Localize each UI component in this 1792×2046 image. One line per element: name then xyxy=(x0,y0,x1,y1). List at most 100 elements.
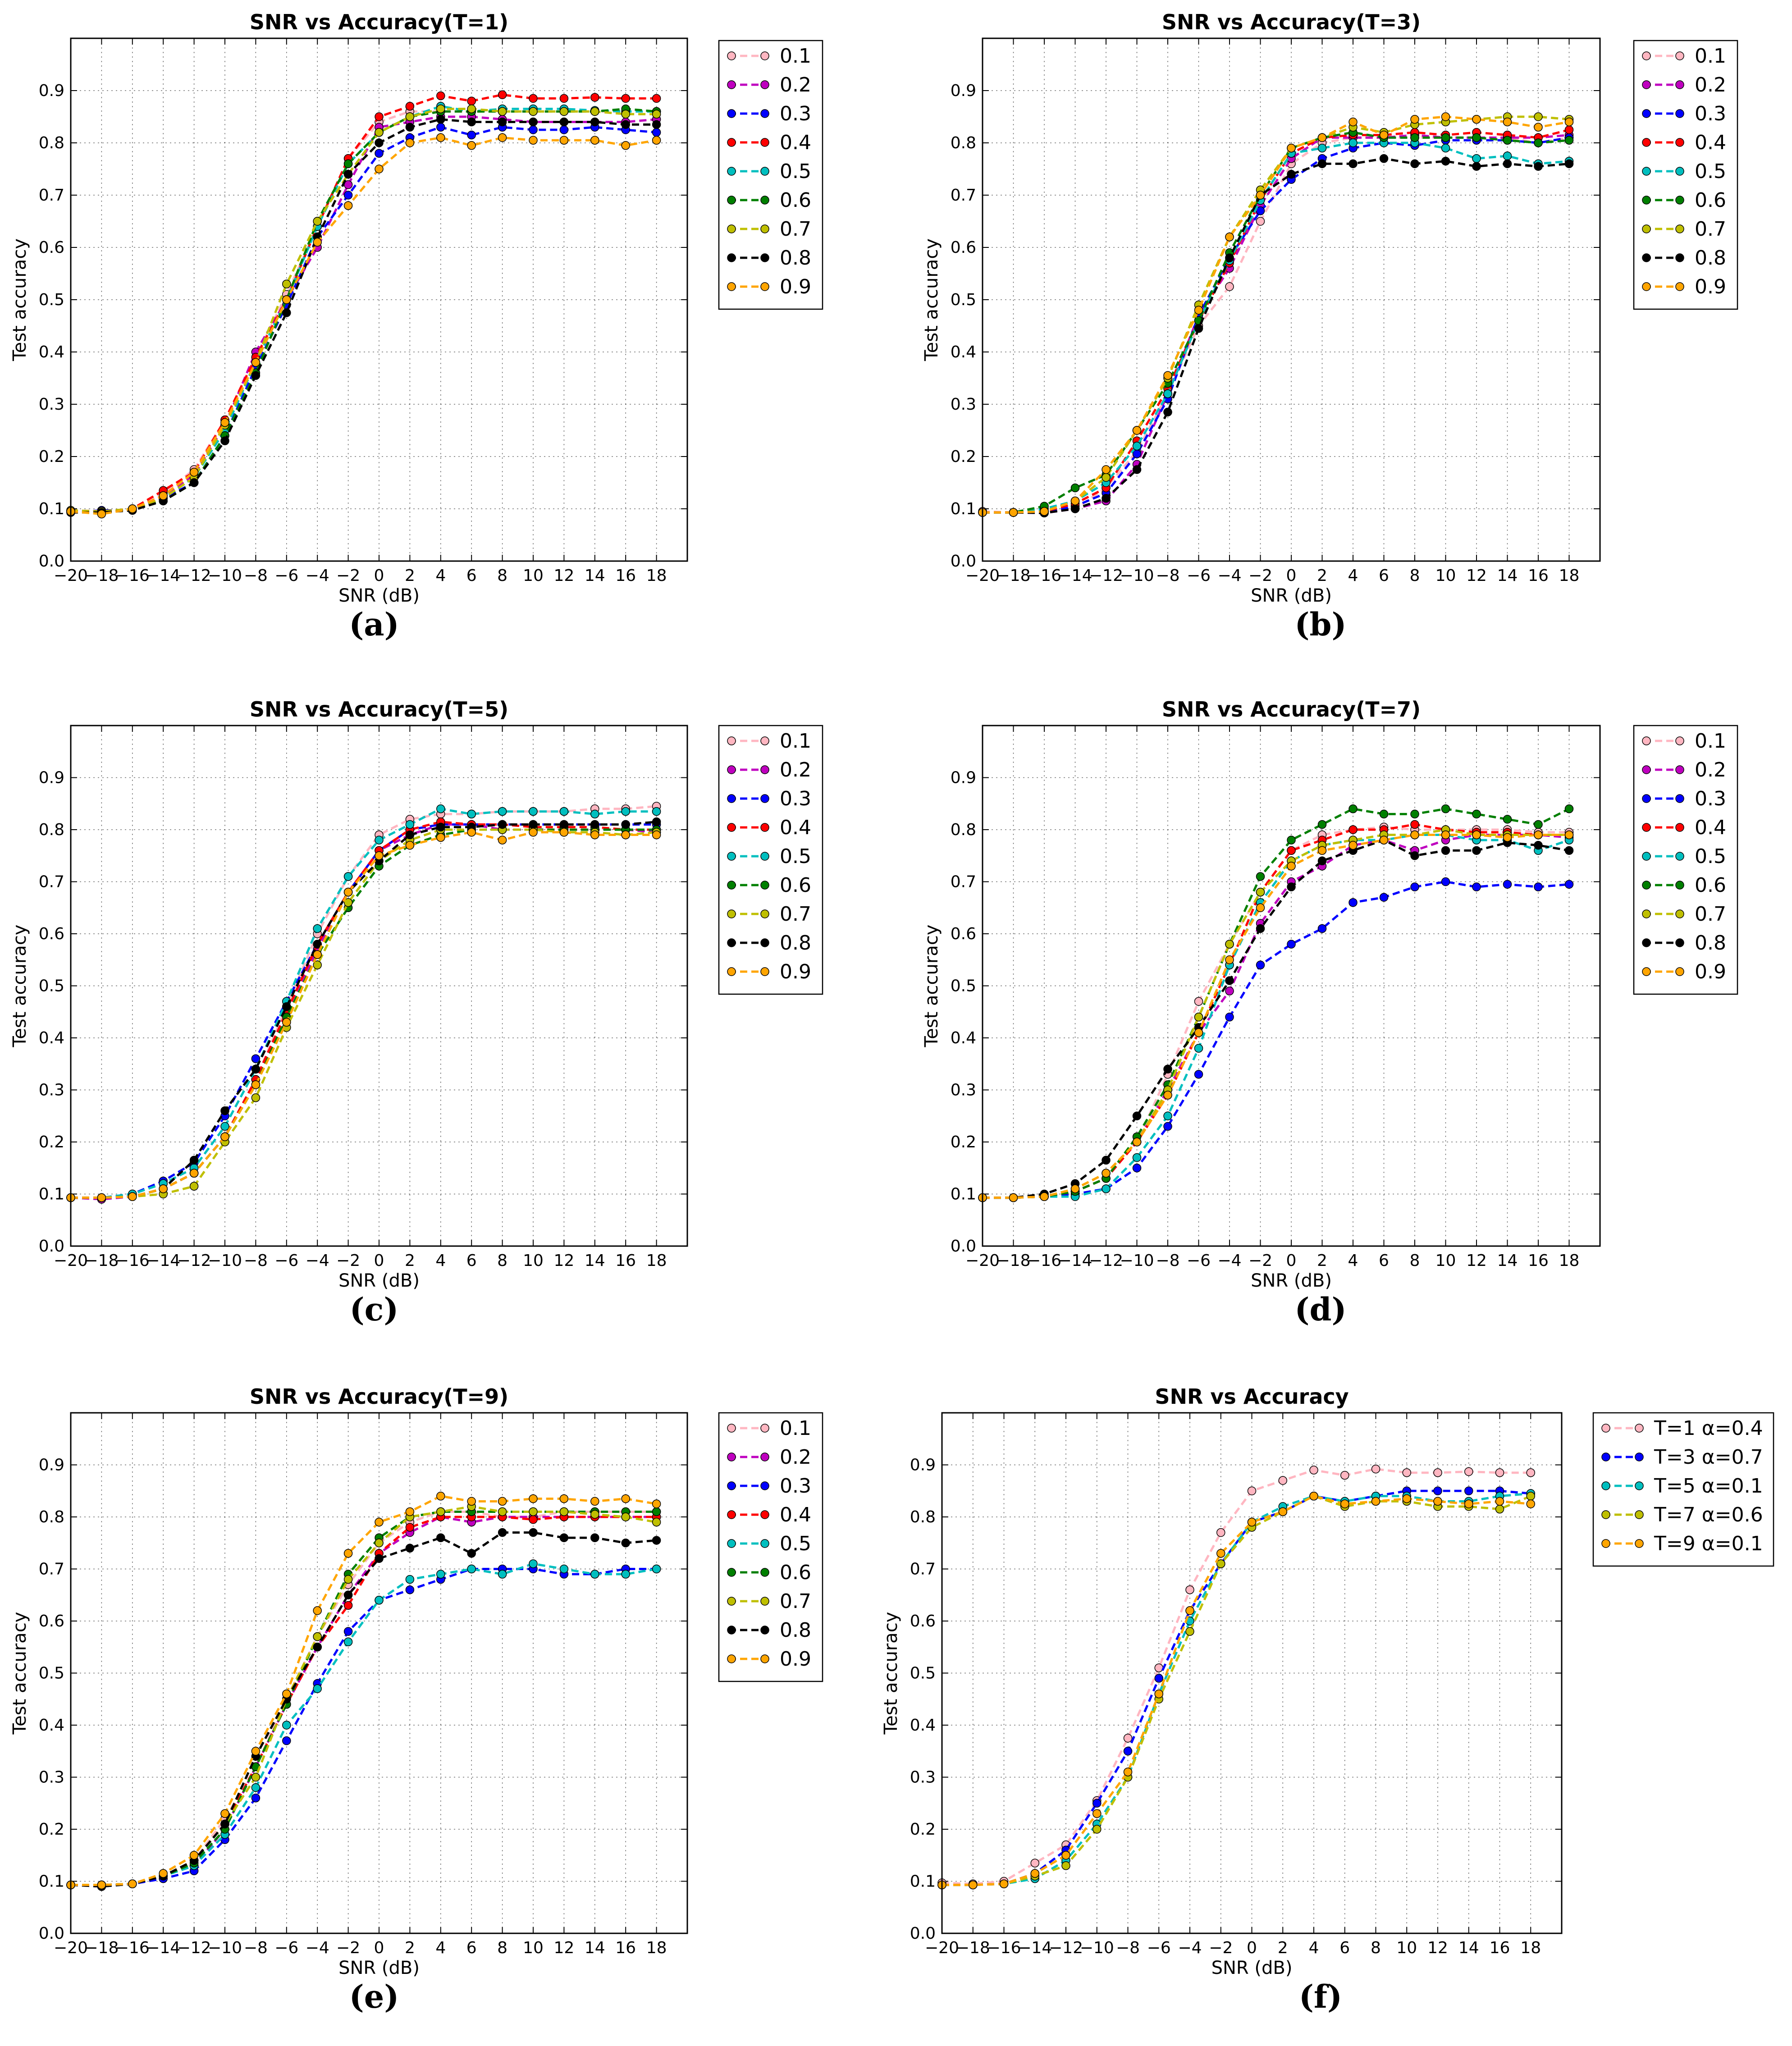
legend-marker xyxy=(1675,138,1684,147)
data-point xyxy=(1123,1747,1133,1756)
data-point xyxy=(1123,1767,1133,1777)
data-point xyxy=(590,136,599,145)
data-point xyxy=(282,279,291,288)
data-point xyxy=(1185,1627,1194,1636)
data-point xyxy=(343,1575,353,1584)
data-point xyxy=(1070,504,1080,513)
y-tick-label: 0.2 xyxy=(39,448,64,466)
data-point xyxy=(251,1793,261,1803)
x-tick-label: 4 xyxy=(1348,1251,1358,1270)
data-point xyxy=(467,1549,476,1558)
legend-marker xyxy=(1642,253,1651,262)
data-point xyxy=(1225,253,1234,262)
legend-marker xyxy=(727,1626,736,1635)
legend-label: 0.2 xyxy=(1695,758,1726,781)
axes-frame xyxy=(70,1412,688,1934)
legend-box xyxy=(718,1412,823,1682)
data-point xyxy=(590,1510,599,1519)
series-line-0.7 xyxy=(71,1505,657,1886)
chart-panel-d: −20−18−16−14−12−10 −8 −6 −4 −2 0 2 4 6 8 10 12 14 16 1… xyxy=(921,697,1738,1328)
legend-marker xyxy=(1642,224,1651,233)
series-line-0.5 xyxy=(983,142,1569,514)
data-point xyxy=(1564,830,1574,840)
data-point xyxy=(1349,138,1358,147)
legend: 0.1 0.2 0.3 0.4 0.5 0.6 0.7 0.8 0.9 xyxy=(718,40,823,310)
data-point xyxy=(1225,986,1234,996)
legend-label: 0.4 xyxy=(780,1503,811,1526)
data-point xyxy=(1163,371,1172,380)
series-line-0.5 xyxy=(70,105,657,514)
legend-label: 0.4 xyxy=(780,131,811,154)
y-tick-label: 0.6 xyxy=(951,925,976,943)
data-point xyxy=(590,830,599,840)
data-point xyxy=(1433,1497,1442,1506)
data-point xyxy=(220,1132,229,1142)
data-point xyxy=(251,1054,261,1063)
legend-label: 0.5 xyxy=(780,160,811,183)
legend-label: 0.8 xyxy=(780,1619,811,1642)
data-point xyxy=(313,217,322,226)
data-point xyxy=(1216,1528,1225,1537)
data-point xyxy=(313,924,322,933)
legend-label: 0.9 xyxy=(780,275,811,298)
data-point xyxy=(1464,1486,1473,1495)
legend-label: 0.5 xyxy=(780,1532,811,1555)
data-point xyxy=(559,1533,569,1542)
legend-label: 0.1 xyxy=(780,45,811,68)
data-point xyxy=(621,120,630,129)
x-tick-label: 18 xyxy=(646,566,667,585)
x-tick-label: −10 xyxy=(1080,1939,1114,1957)
data-point xyxy=(1278,1476,1287,1485)
data-point xyxy=(251,1093,261,1102)
y-tick-label: 0.2 xyxy=(951,448,976,466)
chart-panel-a: −20−18−16−14−12−10 −8 −6 −4 −2 0 2 4 6 8 10 12 14 16 1… xyxy=(9,10,823,643)
data-point xyxy=(343,201,353,210)
data-point xyxy=(1564,117,1574,127)
data-point xyxy=(1472,846,1481,855)
series-line-0.1 xyxy=(71,805,657,1199)
data-point xyxy=(467,1564,476,1574)
series-line-0.2 xyxy=(983,834,1569,1199)
data-point xyxy=(590,1570,599,1579)
data-point xyxy=(1495,1497,1504,1506)
data-point xyxy=(1441,804,1450,813)
y-tick-label: 0.1 xyxy=(39,500,64,518)
data-point xyxy=(1564,125,1574,134)
data-point xyxy=(529,125,538,134)
data-point xyxy=(498,807,507,816)
data-point xyxy=(405,840,415,850)
legend-marker xyxy=(760,765,769,774)
data-point xyxy=(436,822,445,831)
data-point xyxy=(220,436,229,445)
data-point xyxy=(590,117,599,127)
data-point xyxy=(343,872,353,881)
legend-label: 0.7 xyxy=(1695,218,1726,241)
data-point xyxy=(251,1747,261,1756)
data-point xyxy=(128,1879,137,1889)
series-line-T=3 α=0.7 xyxy=(942,1489,1531,1886)
data-point xyxy=(1070,496,1080,506)
y-axis-label: Test accuracy xyxy=(9,925,30,1048)
y-tick-label: 0.6 xyxy=(910,1612,936,1630)
legend: 0.1 0.2 0.3 0.4 0.5 0.6 0.7 0.8 0.9 xyxy=(718,725,823,995)
data-point xyxy=(1410,851,1419,860)
legend-marker xyxy=(727,852,736,861)
data-point xyxy=(97,1880,106,1890)
legend-label: 0.4 xyxy=(1695,816,1726,839)
y-tick-label: 0.8 xyxy=(951,821,976,839)
legend-marker xyxy=(1601,1424,1610,1433)
axes-frame xyxy=(982,37,1601,562)
data-point xyxy=(1225,282,1234,291)
x-tick-label: −16 xyxy=(987,1939,1021,1957)
x-tick-label: 10 xyxy=(1435,566,1456,585)
y-axis-label: Test accuracy xyxy=(9,1612,30,1735)
data-point xyxy=(1154,1663,1163,1672)
data-point xyxy=(1185,1606,1194,1615)
legend-marker xyxy=(1675,909,1684,918)
legend-marker xyxy=(760,1452,769,1461)
series-line-0.4 xyxy=(71,1516,657,1886)
data-point xyxy=(375,149,384,158)
data-point xyxy=(343,1549,353,1558)
x-tick-label: 6 xyxy=(1379,1251,1389,1270)
legend-marker xyxy=(1675,881,1684,890)
